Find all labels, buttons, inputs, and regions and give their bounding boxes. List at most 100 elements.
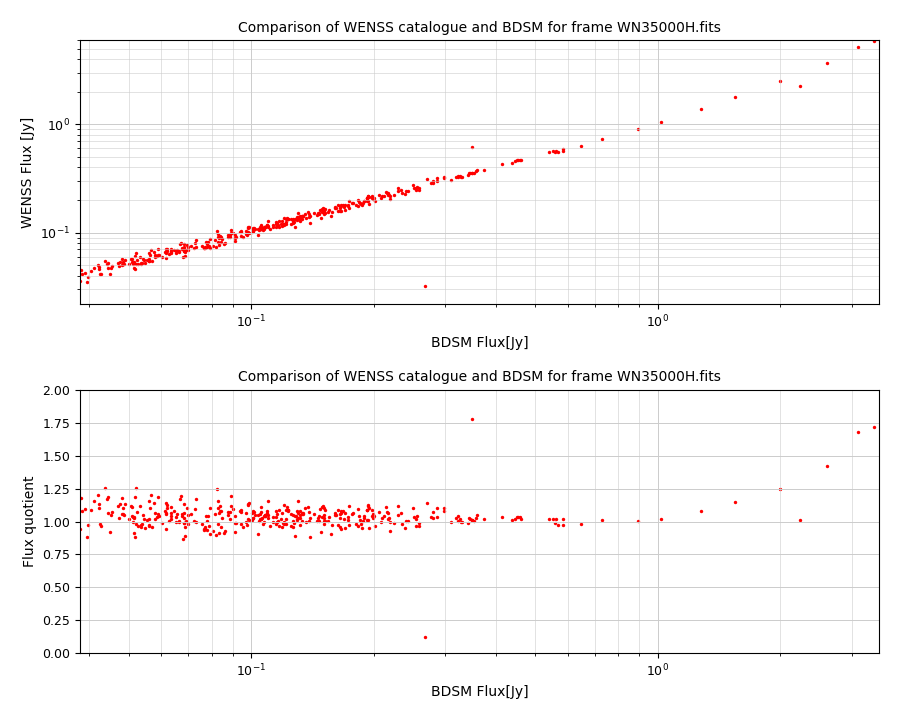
Point	[292, 519, 307, 531]
Point	[228, 229, 242, 240]
Point	[198, 523, 212, 535]
Point	[148, 513, 162, 525]
Point	[258, 510, 273, 522]
Point	[256, 223, 271, 235]
Point	[512, 511, 526, 523]
Point	[136, 510, 150, 521]
Point	[246, 505, 260, 516]
Point	[81, 271, 95, 283]
Point	[252, 515, 266, 526]
Point	[254, 223, 268, 235]
Point	[158, 508, 173, 519]
Point	[245, 514, 259, 526]
Point	[189, 234, 203, 246]
Point	[175, 243, 189, 255]
Point	[268, 511, 283, 523]
Point	[140, 515, 155, 526]
Point	[302, 210, 317, 222]
Point	[228, 510, 242, 521]
Point	[338, 522, 353, 534]
Point	[270, 220, 284, 232]
Point	[245, 226, 259, 238]
Point	[279, 505, 293, 516]
Point	[98, 482, 112, 494]
Point	[176, 534, 190, 545]
Point	[302, 217, 317, 228]
Point	[295, 210, 310, 222]
Point	[284, 214, 298, 225]
Point	[141, 520, 156, 531]
Point	[409, 521, 423, 532]
Point	[555, 143, 570, 154]
Point	[253, 222, 267, 233]
Point	[202, 528, 217, 540]
Point	[365, 510, 380, 522]
Point	[286, 215, 301, 227]
Point	[290, 505, 304, 516]
Point	[555, 513, 570, 524]
Point	[391, 500, 405, 512]
Point	[295, 508, 310, 520]
Point	[276, 219, 291, 230]
Point	[257, 510, 272, 521]
Point	[257, 509, 272, 521]
Point	[233, 225, 248, 237]
Point	[93, 268, 107, 279]
Point	[271, 516, 285, 527]
Point	[279, 214, 293, 225]
Point	[100, 493, 114, 505]
Point	[208, 234, 222, 246]
Point	[318, 504, 332, 516]
Point	[382, 512, 396, 523]
Point	[151, 243, 166, 255]
Point	[302, 531, 317, 542]
Point	[128, 264, 142, 275]
Point	[116, 256, 130, 268]
X-axis label: BDSM Flux[Jy]: BDSM Flux[Jy]	[431, 685, 528, 699]
Point	[274, 521, 289, 533]
Point	[631, 516, 645, 527]
Point	[338, 199, 352, 210]
Point	[361, 515, 375, 526]
Point	[236, 231, 250, 243]
Point	[201, 510, 215, 522]
Point	[252, 224, 266, 235]
Point	[346, 197, 360, 209]
Point	[287, 517, 302, 528]
Point	[773, 76, 788, 87]
Point	[514, 513, 528, 525]
Point	[290, 514, 304, 526]
Point	[256, 516, 271, 527]
Point	[180, 245, 194, 256]
Point	[334, 199, 348, 210]
Point	[142, 513, 157, 525]
Point	[126, 258, 140, 270]
Point	[334, 206, 348, 217]
Point	[209, 241, 223, 253]
Point	[144, 489, 158, 500]
Point	[234, 226, 248, 238]
Point	[273, 215, 287, 227]
Point	[286, 213, 301, 225]
Point	[453, 171, 467, 182]
Point	[196, 523, 211, 534]
Point	[178, 515, 193, 526]
Point	[322, 204, 337, 216]
Point	[337, 513, 351, 525]
Point	[437, 171, 452, 182]
Point	[75, 269, 89, 280]
Point	[124, 501, 139, 513]
Point	[113, 256, 128, 267]
Point	[364, 191, 379, 202]
Point	[176, 242, 191, 253]
Point	[242, 515, 256, 526]
Point	[266, 220, 280, 231]
Point	[454, 516, 469, 528]
Point	[379, 501, 393, 513]
Point	[253, 508, 267, 520]
Point	[91, 490, 105, 501]
Point	[295, 213, 310, 225]
Point	[728, 496, 742, 508]
Point	[173, 238, 187, 250]
Point	[387, 189, 401, 201]
